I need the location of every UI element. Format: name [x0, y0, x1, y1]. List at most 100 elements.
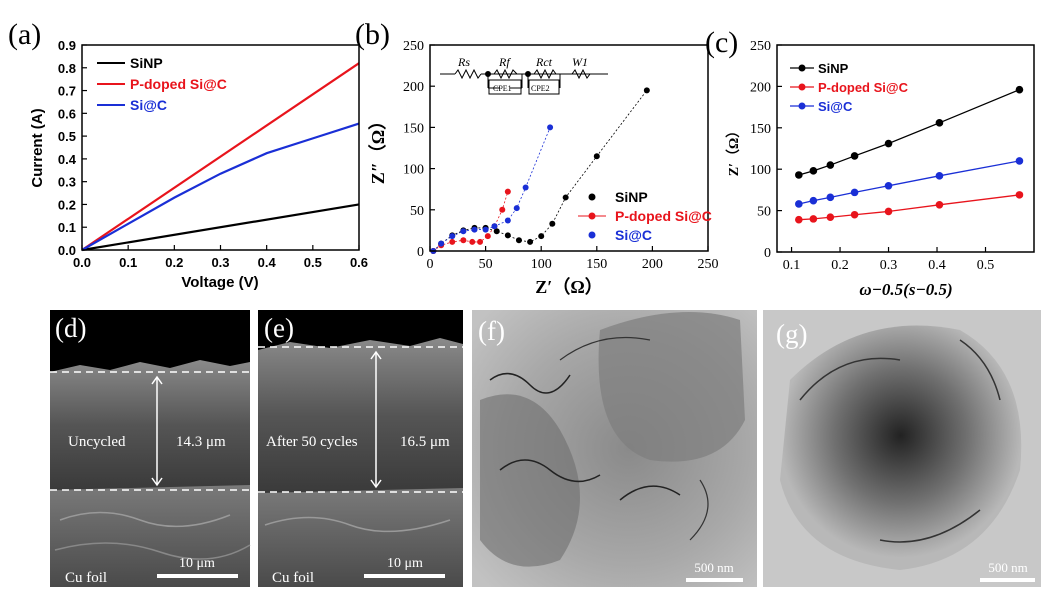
chart-c-data-point: [795, 215, 803, 224]
chart-b-frame: [429, 44, 709, 252]
legend-c-pdoped: P-doped Si@C: [818, 80, 909, 95]
chart-b-data-point: [527, 238, 534, 245]
chart-c-data-point: [850, 152, 859, 160]
legend-c-sinp: SiNP: [818, 61, 849, 76]
chart-b-data-point: [438, 240, 445, 247]
legend-a-pdoped: P-doped Si@C: [130, 76, 227, 92]
legend-c-sic: Si@C: [818, 99, 853, 114]
chart-a-ytick-label: 0.2: [58, 197, 76, 212]
panel-label-c: (c): [705, 26, 738, 59]
chart-c-data-point: [826, 213, 835, 222]
chart-b-ytick-label: 150: [403, 121, 424, 136]
chart-b-legend: SiNP P-doped Si@C Si@C: [578, 189, 712, 243]
chart-c-xlabel: ω−0.5(s−0.5): [859, 280, 952, 299]
chart-c-data-point: [935, 201, 944, 209]
chart-a-xtick-label: 0.3: [211, 255, 229, 270]
chart-b-data-point: [460, 237, 467, 244]
chart-b-data-point: [491, 223, 498, 230]
chart-c-xtick-label: 0.5: [977, 258, 995, 273]
chart-c-data-point: [809, 196, 818, 205]
tem-g-scale-text: 500 nm: [988, 560, 1027, 575]
chart-b-series-line: [433, 127, 551, 252]
chart-b-xtick-label: 50: [479, 257, 493, 272]
chart-a-legend: SiNP P-doped Si@C Si@C: [97, 55, 227, 113]
panel-label-a: (a): [8, 18, 41, 51]
chart-b-series-line: [433, 191, 509, 252]
tem-g-scale-bar: [980, 578, 1035, 582]
chart-c-ytick-label: 250: [750, 39, 771, 54]
circuit-label-rs: Rs: [457, 55, 470, 69]
panel-label-g: (g): [776, 319, 807, 349]
chart-c-data-point: [935, 172, 944, 180]
circuit-label-cpe1: CPE1: [493, 84, 512, 93]
panel-label-f: (f): [478, 316, 505, 346]
sem-e-scale-text: 10 μm: [387, 556, 423, 571]
chart-b-data-point: [493, 228, 500, 235]
chart-b-xtick-label: 250: [698, 257, 719, 272]
chart-b-data-point: [504, 232, 511, 239]
chart-c-ytick-label: 150: [750, 122, 771, 137]
circuit-label-cpe2: CPE2: [531, 84, 550, 93]
chart-b-data-point: [513, 205, 520, 212]
chart-a-xtick-label: 0.6: [350, 255, 368, 270]
chart-b-ylabel: Z″（Ω）: [368, 112, 388, 184]
chart-b-data-point: [538, 233, 545, 240]
sem-e-scale-bar: [364, 574, 445, 578]
chart-b-data-point: [471, 226, 478, 233]
chart-c-xtick-label: 0.4: [928, 258, 946, 273]
chart-c-data-point: [809, 167, 818, 175]
panel-label-b: (b): [355, 18, 390, 51]
chart-c-data-point: [884, 207, 893, 216]
chart-b-data-point: [482, 226, 489, 233]
sem-image-e: (e) After 50 cycles 16.5 μm Cu foil 10 μ…: [258, 310, 463, 587]
chart-b-xtick-label: 100: [531, 257, 552, 272]
chart-a-ytick-label: 0.5: [58, 129, 76, 144]
tem-f-scale-text: 500 nm: [694, 560, 733, 575]
chart-b-xtick-label: 150: [586, 257, 607, 272]
chart-b-data-point: [499, 206, 506, 213]
chart-c-xtick-label: 0.2: [831, 258, 849, 273]
chart-b-data-point: [504, 188, 511, 195]
circuit-label-w1: W1: [572, 55, 588, 69]
panel-label-e: (e): [264, 313, 294, 343]
chart-c-data-point: [1015, 191, 1024, 199]
chart-a-ytick-label: 0.4: [58, 152, 77, 167]
sem-d-substrate: Cu foil: [65, 570, 107, 586]
chart-c-data-point: [884, 181, 893, 190]
chart-b-data-point: [449, 233, 456, 240]
chart-b-data-point: [477, 238, 484, 245]
chart-a-series-line: [81, 62, 360, 251]
sem-d-scale-text: 10 μm: [179, 556, 215, 571]
chart-a-ytick-label: 0.3: [58, 175, 76, 190]
chart-c-frame: [776, 44, 1035, 253]
sem-e-substrate: Cu foil: [272, 570, 314, 586]
chart-b-data-point: [562, 194, 569, 201]
chart-b-data-point: [522, 184, 529, 191]
chart-a-series-line: [81, 122, 360, 251]
chart-b-ytick-label: 250: [403, 39, 424, 54]
chart-a-xtick-label: 0.4: [258, 255, 277, 270]
chart-c-ytick-label: 50: [757, 205, 771, 220]
chart-b-xlabel: Z′（Ω）: [535, 277, 602, 297]
chart-a-ytick-label: 0.8: [58, 61, 76, 76]
chart-b-data-point: [643, 87, 650, 94]
chart-c-data-point: [1015, 85, 1024, 94]
chart-a-xtick-label: 0.0: [73, 255, 91, 270]
chart-b-data-point: [504, 217, 511, 224]
chart-b-ytick-label: 0: [417, 245, 424, 260]
chart-b-data-point: [547, 124, 554, 131]
chart-b-data-point: [449, 238, 456, 245]
sem-d-thickness: 14.3 μm: [176, 434, 226, 450]
sem-d-state-label: Uncycled: [68, 434, 126, 450]
chart-c-data-point: [850, 188, 859, 197]
legend-b-pdoped: P-doped Si@C: [615, 208, 712, 224]
chart-b-data-point: [549, 220, 556, 227]
chart-b-xtick-label: 200: [642, 257, 663, 272]
chart-c-data-point: [795, 171, 803, 179]
tem-image-f: (f) 500 nm: [472, 310, 757, 587]
chart-a-ytick-label: 0.9: [58, 38, 76, 53]
chart-c-legend: SiNP P-doped Si@C Si@C: [790, 61, 909, 114]
chart-c-data-point: [1015, 157, 1024, 165]
chart-b-data-point: [593, 153, 600, 160]
